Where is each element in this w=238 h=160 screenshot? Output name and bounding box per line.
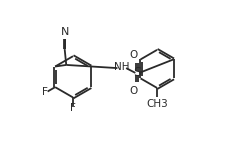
Text: O: O <box>129 50 137 60</box>
Text: F: F <box>70 103 76 113</box>
Text: O: O <box>129 86 137 96</box>
Text: N: N <box>60 27 69 37</box>
Text: NH: NH <box>114 62 130 72</box>
Text: S: S <box>133 66 141 79</box>
Text: F: F <box>42 88 48 97</box>
Text: CH3: CH3 <box>146 99 168 109</box>
